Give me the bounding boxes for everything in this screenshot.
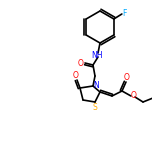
Text: NH: NH	[91, 50, 103, 59]
Text: N: N	[93, 81, 99, 90]
Text: O: O	[73, 71, 79, 81]
Text: O: O	[131, 92, 137, 100]
Text: S: S	[93, 102, 97, 112]
Text: F: F	[123, 9, 127, 19]
Text: O: O	[124, 74, 130, 83]
Text: O: O	[78, 59, 84, 67]
